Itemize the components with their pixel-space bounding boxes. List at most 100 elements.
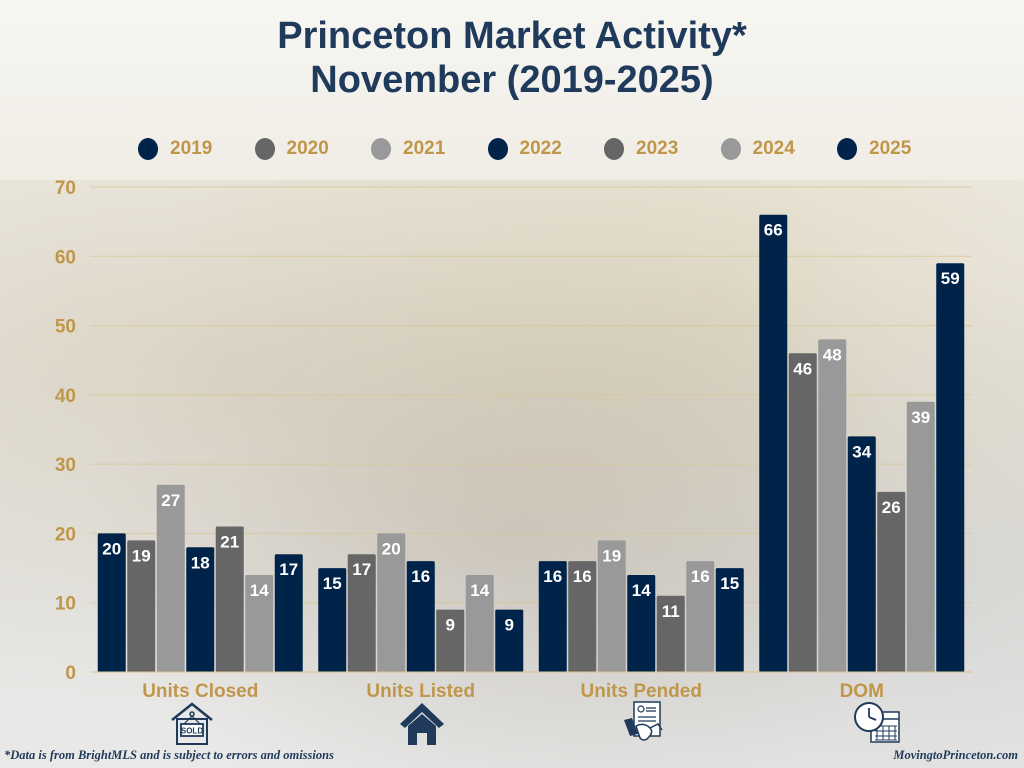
bar-data-label: 20 [382, 539, 401, 558]
y-tick-label: 60 [55, 247, 76, 268]
house-icon [400, 703, 444, 745]
x-category-label: Units Listed [366, 681, 475, 702]
bar-2022-units-pended [627, 575, 656, 672]
sold-sign-icon: SOLD [171, 702, 213, 745]
legend-label: 2019 [170, 138, 213, 159]
chart-title: Princeton Market Activity* [277, 15, 747, 57]
website-link[interactable]: MovingtoPrinceton.com [893, 748, 1018, 762]
bar-data-label: 21 [220, 533, 239, 552]
x-category-label: Units Closed [142, 681, 258, 702]
bar-2019-units-listed [318, 568, 347, 672]
bar-data-label: 20 [102, 539, 121, 558]
bar-2020-units-pended [568, 561, 597, 672]
bar-2022-units-listed [406, 561, 435, 672]
bar-2022-dom [847, 436, 876, 672]
legend: 2019 2020 2021 2022 2023 2024 2025 [0, 137, 1024, 161]
bar-2025-dom [936, 263, 965, 672]
y-tick-label: 50 [55, 317, 76, 338]
svg-text:SOLD: SOLD [181, 727, 203, 736]
bar-data-label: 27 [161, 491, 180, 510]
y-tick-label: 30 [55, 455, 76, 476]
chart-subtitle: November (2019-2025) [310, 59, 714, 101]
legend-label: 2024 [752, 138, 795, 159]
bar-data-label: 39 [911, 408, 930, 427]
legend-item-2024: 2024 [720, 137, 795, 161]
x-category-label: Units Pended [581, 681, 702, 702]
bar-2025-units-closed [274, 554, 303, 672]
bar-data-label: 16 [411, 567, 430, 586]
bar-data-label: 11 [662, 602, 680, 621]
legend-item-2023: 2023 [604, 137, 678, 161]
bar-data-label: 14 [632, 581, 651, 600]
bar-2020-dom [788, 353, 817, 672]
bar-2021-units-listed [377, 533, 406, 672]
legend-label: 2023 [636, 138, 679, 159]
bar-data-label: 15 [323, 574, 342, 593]
y-tick-label: 0 [65, 663, 76, 684]
contract-handshake-icon [624, 701, 663, 741]
legend-swatch [254, 138, 275, 160]
legend-swatch [371, 138, 391, 160]
y-tick-label: 70 [55, 178, 76, 199]
bar-2023-dom [877, 491, 906, 672]
bar-data-label: 66 [764, 221, 783, 240]
bar-2022-units-closed [186, 547, 215, 672]
y-tick-label: 10 [55, 594, 76, 615]
legend-swatch [487, 138, 508, 160]
bar-2020-units-listed [347, 554, 376, 672]
bar-data-label: 16 [691, 567, 710, 586]
bar-data-label: 18 [191, 553, 210, 572]
bar-2023-units-pended [656, 595, 685, 672]
bar-2025-units-listed [495, 609, 524, 672]
legend-swatch [138, 138, 158, 160]
bar-data-label: 48 [823, 345, 842, 364]
bar-data-label: 19 [602, 546, 621, 565]
bar-2020-units-closed [127, 540, 156, 672]
bar-2019-units-closed [97, 533, 126, 672]
bar-2024-units-closed [245, 575, 274, 672]
bar-data-label: 34 [852, 442, 871, 461]
bar-data-label: 16 [573, 567, 592, 586]
bar-2023-units-listed [436, 609, 465, 672]
bar-data-label: 14 [470, 581, 489, 600]
bar-data-label: 59 [941, 269, 960, 288]
bar-data-label: 15 [720, 574, 739, 593]
clock-calendar-icon [854, 702, 900, 743]
legend-item-2025: 2025 [837, 137, 911, 161]
legend-item-2020: 2020 [254, 137, 329, 161]
bar-data-label: 9 [505, 616, 514, 635]
bar-2019-dom [759, 214, 788, 672]
bar-data-label: 19 [132, 546, 151, 565]
bar-data-label: 16 [543, 567, 562, 586]
legend-item-2022: 2022 [487, 137, 562, 161]
bar-data-label: 17 [352, 560, 371, 579]
legend-swatch [604, 138, 624, 160]
bar-2019-units-pended [538, 561, 567, 672]
legend-item-2021: 2021 [371, 137, 445, 161]
bar-2021-units-closed [156, 484, 185, 672]
bar-2024-dom [906, 401, 935, 672]
bar-2023-units-closed [215, 526, 244, 672]
bar-data-label: 9 [446, 616, 455, 635]
bar-2024-units-pended [686, 561, 715, 672]
x-category-label: DOM [840, 681, 884, 702]
bar-data-label: 14 [250, 581, 269, 600]
legend-label: 2022 [519, 138, 562, 159]
legend-swatch [837, 138, 857, 160]
bar-2021-units-pended [597, 540, 626, 672]
y-tick-label: 40 [55, 386, 76, 407]
legend-item-2019: 2019 [138, 137, 212, 161]
bar-data-label: 26 [882, 498, 901, 517]
legend-swatch [720, 138, 741, 160]
y-tick-label: 20 [55, 524, 76, 545]
bar-data-label: 46 [793, 359, 812, 378]
legend-label: 2020 [286, 138, 329, 159]
bar-2025-units-pended [715, 568, 744, 672]
data-disclaimer: *Data is from BrightMLS and is subject t… [4, 748, 334, 762]
bar-2021-dom [818, 339, 847, 672]
bar-2024-units-listed [465, 575, 494, 672]
bar-data-label: 17 [279, 560, 298, 579]
legend-label: 2025 [869, 138, 912, 159]
legend-label: 2021 [403, 138, 446, 159]
